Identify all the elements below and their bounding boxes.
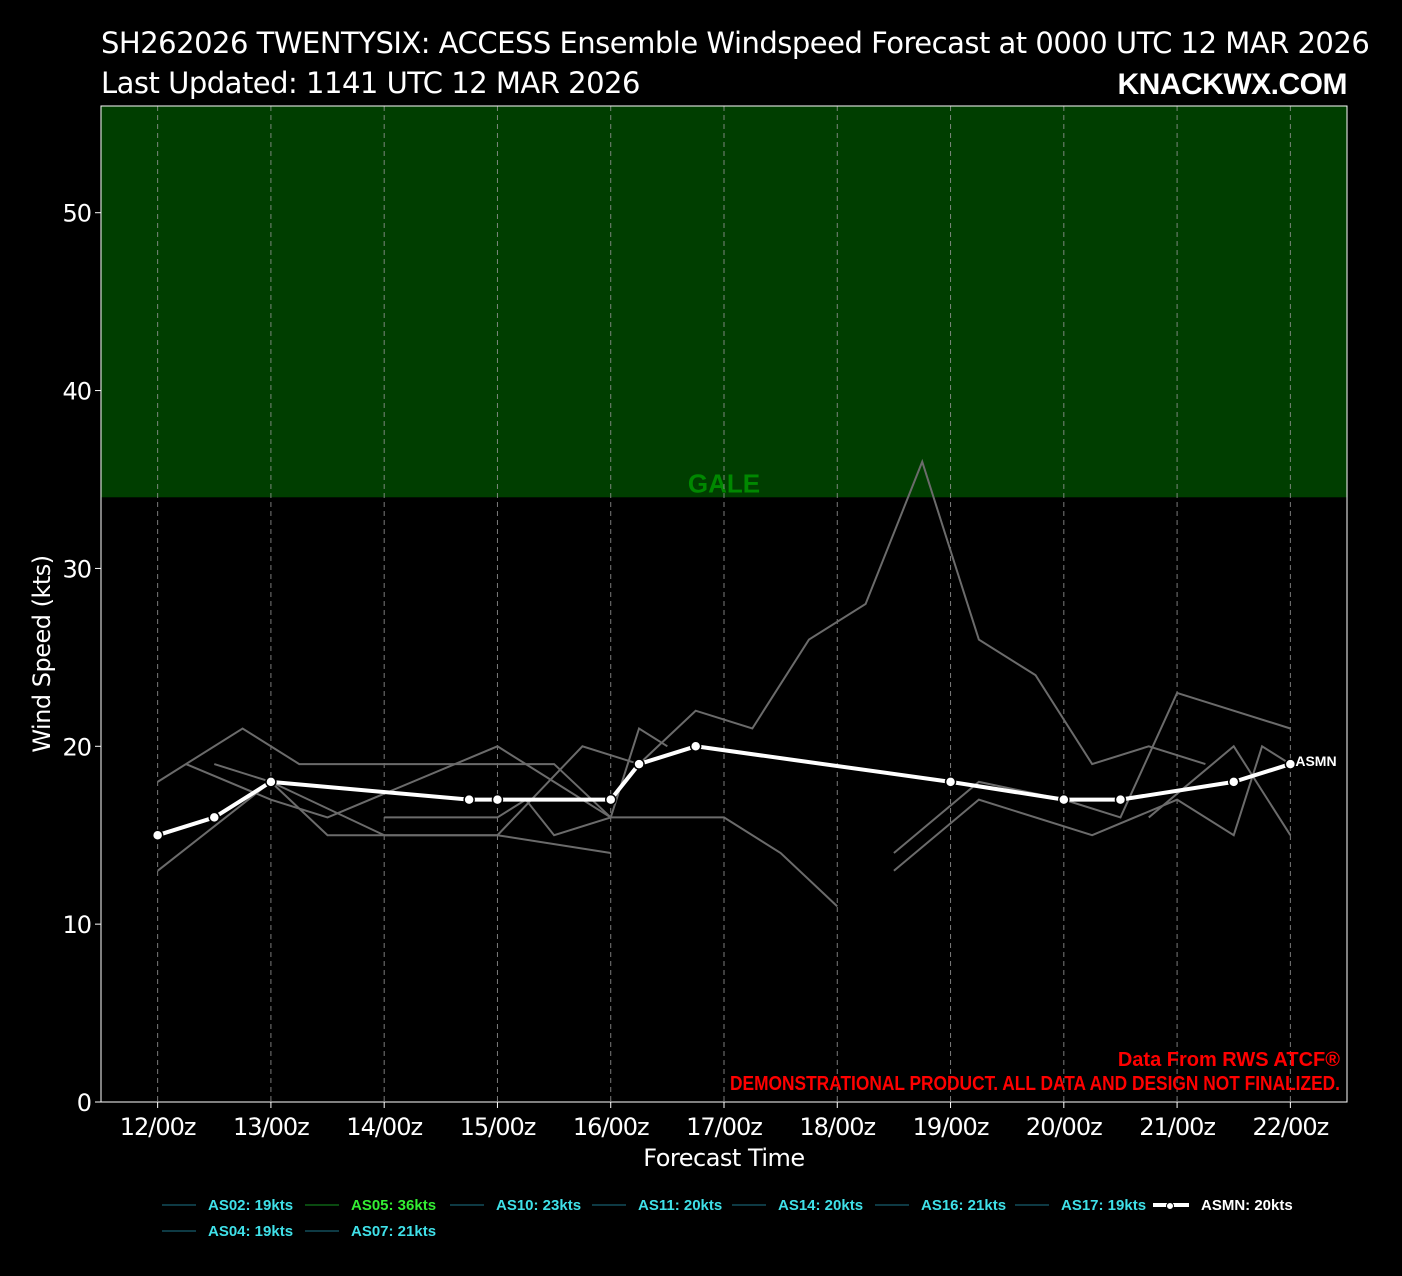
mean-point [689,740,702,753]
y-tick-label: 0 [77,1089,91,1117]
legend-label: ASMN: 20kts [1201,1196,1293,1214]
x-tick-label: 20/00z [1026,1113,1102,1141]
ensemble-member-line [185,745,838,908]
legend-item: AS17: 19kts [1015,1195,1146,1215]
legend-label: AS02: 19kts [208,1196,294,1214]
mean-point [944,776,957,788]
legend-swatch [305,1230,339,1232]
legend-item: AS10: 23kts [450,1195,581,1215]
legend-swatch [592,1204,626,1206]
legend-swatch [875,1204,909,1206]
legend-label: AS10: 23kts [496,1196,582,1214]
legend-item: AS14: 20kts [732,1195,863,1215]
x-axis-label: Forecast Time [643,1144,804,1172]
ensemble-member-line [157,727,612,819]
mean-point [1284,758,1297,770]
mean-point [1114,793,1127,806]
x-tick-label: 22/00z [1252,1113,1328,1141]
legend-label: AS11: 20kts [638,1196,723,1214]
legend-item: AS11: 20kts [592,1195,722,1215]
legend-item: AS16: 21kts [875,1195,1006,1215]
y-tick-label: 50 [62,200,91,228]
legend-label: AS14: 20kts [778,1196,864,1214]
y-axis-label: Wind Speed (kts) [28,555,56,752]
legend-swatch [162,1230,196,1232]
y-tick-label: 30 [62,555,91,583]
ensemble-member-line [384,726,668,837]
plot-frame [100,105,1348,1103]
legend-item: AS05: 36kts [305,1195,436,1215]
x-tick-label: 17/00z [686,1113,762,1141]
legend-swatch [732,1204,766,1206]
y-tick-label: 10 [62,911,91,939]
legend-swatch [1153,1202,1189,1210]
mean-point [208,811,221,824]
legend-item: ASMN: 20kts [1153,1195,1293,1215]
legend-swatch [450,1204,484,1206]
mean-point [633,758,645,770]
mean-end-label: ASMN [1295,753,1336,769]
x-tick-label: 13/00z [233,1113,309,1141]
mean-point [1227,776,1240,788]
x-tick-label: 15/00z [460,1113,536,1141]
mean-point [151,829,164,841]
x-tick-label: 14/00z [346,1113,422,1141]
mean-point [491,793,504,806]
legend-marker [1166,1202,1174,1210]
legend-label: AS17: 19kts [1061,1196,1147,1214]
legend-swatch [162,1204,196,1206]
mean-point [463,793,475,806]
legend-item: AS02: 19kts [162,1195,293,1215]
legend-label: AS07: 21kts [351,1222,437,1240]
x-tick-label: 18/00z [799,1113,875,1141]
x-tick-label: 19/00z [913,1113,989,1141]
chart-title: SH262026 TWENTYSIX: ACCESS Ensemble Wind… [101,26,1370,60]
y-tick-label: 20 [62,733,91,761]
y-tick-label: 40 [62,378,91,406]
ensemble-member-line [213,458,1206,837]
legend-swatch [305,1204,339,1206]
legend-item: AS04: 19kts [162,1221,293,1241]
x-tick-label: 21/00z [1139,1113,1215,1141]
disclaimer-note: DEMONSTRATIONAL PRODUCT. ALL DATA AND DE… [730,1073,1340,1095]
legend-label: AS16: 21kts [921,1196,1007,1214]
legend-swatch [1015,1204,1049,1206]
ensemble-member-line [893,691,1291,854]
ensemble-member-line [1148,744,1292,836]
last-updated: Last Updated: 1141 UTC 12 MAR 2026 [101,66,640,100]
mean-point [604,793,617,806]
legend-label: AS04: 19kts [208,1222,294,1240]
legend-item: AS07: 21kts [305,1221,436,1241]
mean-point [1058,793,1070,806]
ensemble-member-line [893,744,1291,872]
data-source-note: Data From RWS ATCF® [1118,1049,1340,1071]
brand-logo: KNACKWX.COM [1117,68,1348,101]
legend-label: AS05: 36kts [351,1196,437,1214]
mean-point [265,776,277,788]
x-tick-label: 12/00z [120,1113,196,1141]
x-tick-label: 16/00z [573,1113,649,1141]
